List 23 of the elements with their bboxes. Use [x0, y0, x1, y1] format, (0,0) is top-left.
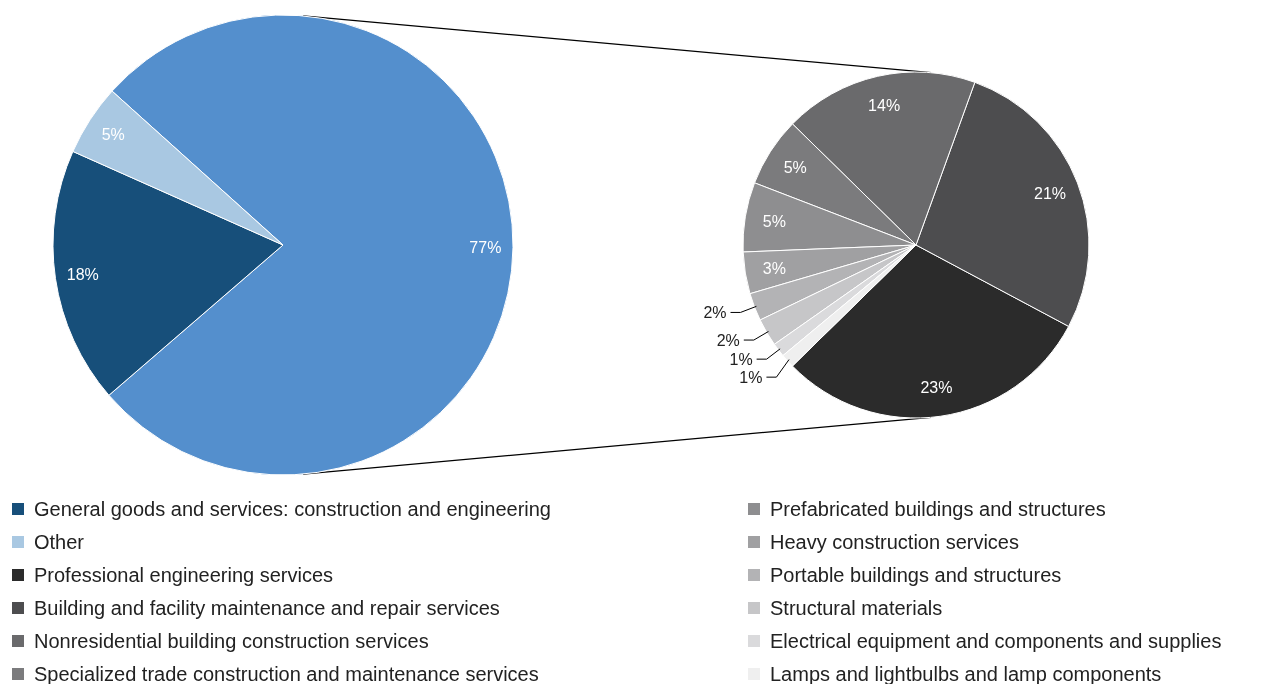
data-label: 3% [762, 259, 786, 277]
data-label: 5% [762, 213, 786, 231]
data-label: 5% [783, 158, 807, 176]
data-label: 1% [739, 368, 763, 386]
data-label: 5% [101, 126, 125, 144]
legend-label: Other [34, 531, 85, 553]
legend-label: General goods and services: construction and engineering [34, 498, 551, 520]
data-label: 14% [868, 96, 901, 114]
data-label: 23% [920, 378, 953, 396]
data-label: 2% [703, 304, 727, 322]
legend-label: Structural materials [770, 597, 943, 619]
legend-label: Prefabricated buildings and structures [770, 498, 1106, 520]
data-label: 18% [66, 266, 99, 284]
data-label: 77% [469, 238, 502, 256]
data-label: 1% [729, 350, 753, 368]
data-label: 2% [716, 331, 740, 349]
legend-label: Portable buildings and structures [770, 564, 1062, 586]
legend-label: Building and facility maintenance and repair services [34, 597, 500, 619]
legend-label: Nonresidential building construction services [34, 630, 429, 652]
data-label: 21% [1034, 185, 1067, 203]
legend-label: Heavy construction services [770, 531, 1019, 553]
legend-label: Professional engineering services [34, 564, 334, 586]
legend-label: Electrical equipment and components and supplies [770, 630, 1222, 652]
